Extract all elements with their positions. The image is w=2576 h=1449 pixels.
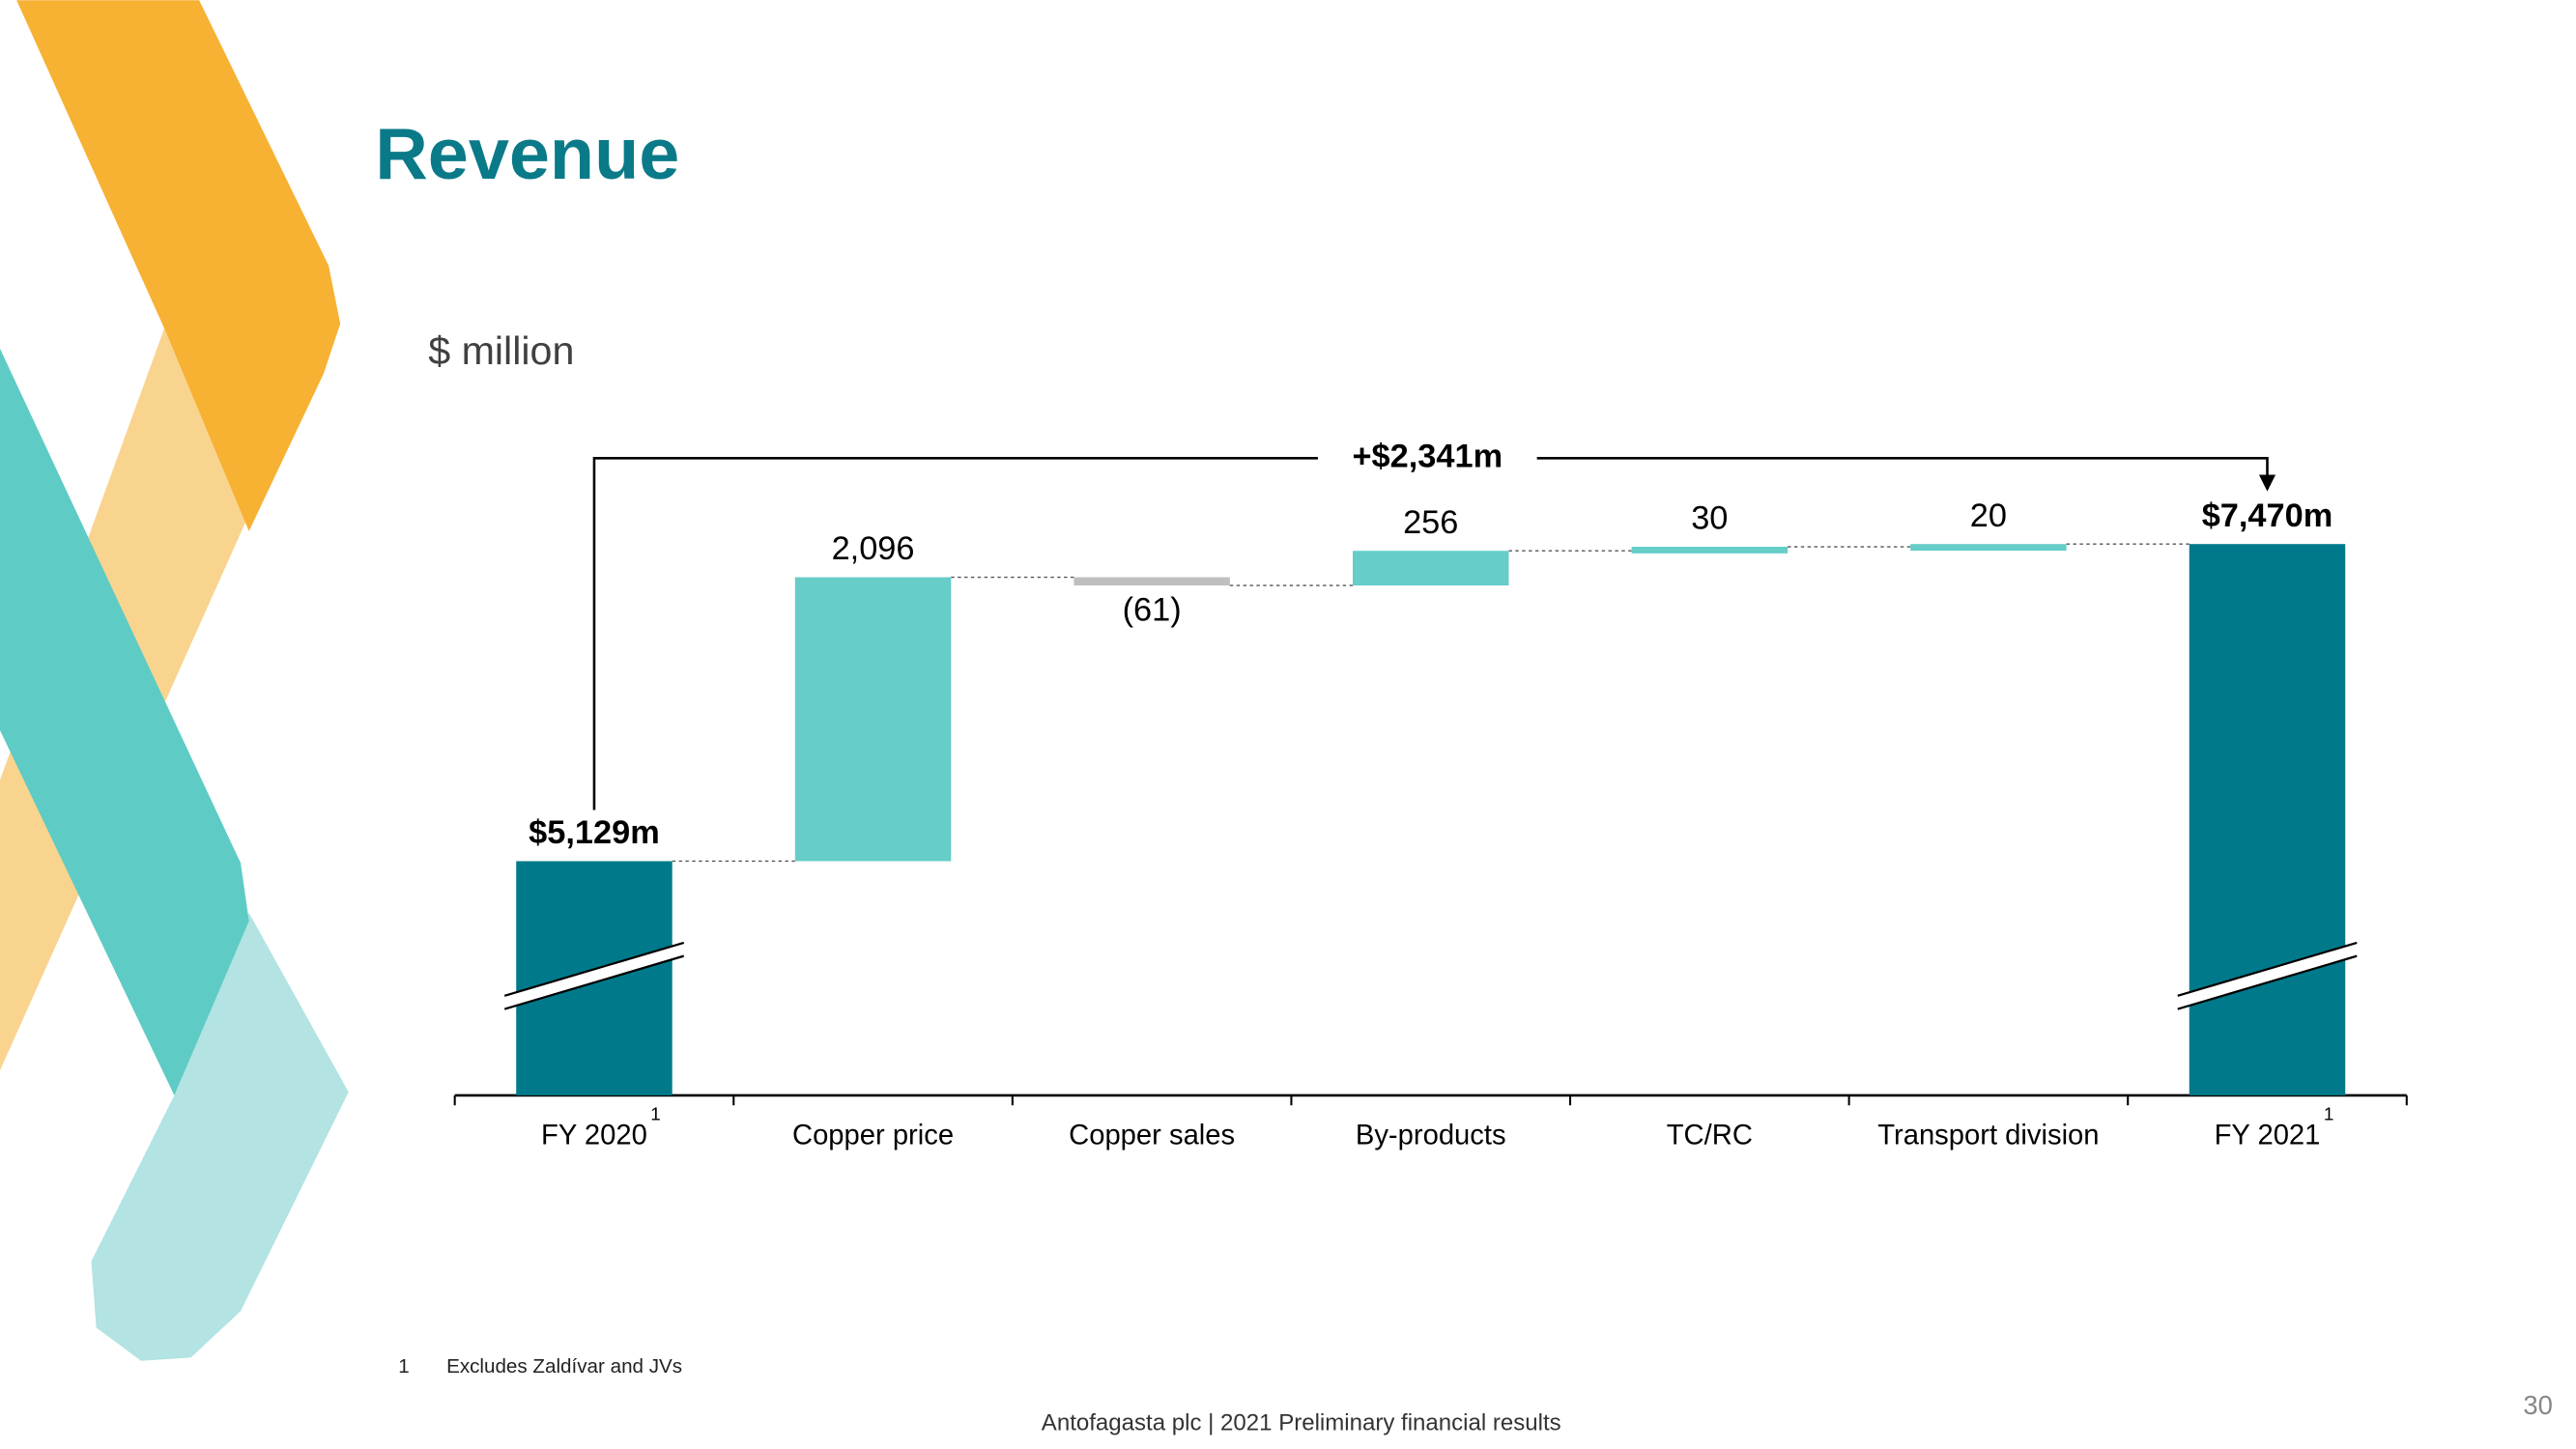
axis-break-line [503, 954, 685, 1010]
axis-break [2177, 942, 2358, 1009]
axis-break-line [2177, 954, 2358, 1010]
decoration [0, 0, 349, 1361]
value-label: 2,096 [832, 530, 915, 567]
value-label: $5,129m [529, 814, 660, 851]
x-tick-label: TC/RC [1667, 1121, 1753, 1151]
bar [1910, 544, 2067, 552]
axis-break-line [2177, 941, 2358, 997]
x-tick-label: FY 2021 [2215, 1121, 2321, 1151]
bar [2189, 544, 2346, 1095]
x-tick-label: Transport division [1877, 1121, 2099, 1151]
bar [1631, 547, 1789, 554]
subtitle: $ million [428, 328, 574, 373]
bar [1073, 577, 1230, 586]
bar [1352, 551, 1509, 586]
footer: Antofagasta plc | 2021 Preliminary finan… [1042, 1409, 1561, 1435]
bracket [1536, 457, 2269, 478]
axis-break-line [503, 941, 685, 997]
bar [794, 577, 952, 862]
axis-break [504, 942, 684, 1009]
bracket-arrow [2258, 474, 2276, 492]
category-note: 1 [2324, 1105, 2334, 1125]
x-tick-label: Copper price [792, 1121, 954, 1151]
x-tick-label: Copper sales [1069, 1121, 1235, 1151]
value-label: $7,470m [2202, 497, 2333, 534]
value-label: 20 [1970, 497, 2007, 534]
category-note: 1 [650, 1105, 660, 1125]
annotation: +$2,341m [1352, 438, 1503, 474]
x-tick-label: By-products [1356, 1121, 1506, 1151]
footnote-marker: 1 [398, 1355, 409, 1378]
value-label: 30 [1691, 500, 1728, 537]
value-label: 256 [1403, 504, 1458, 541]
page-number: 30 [2523, 1390, 2553, 1420]
value-label: (61) [1123, 592, 1182, 629]
x-tick-label: FY 2020 [541, 1121, 647, 1151]
footnote-text: Excludes Zaldívar and JVs [446, 1355, 682, 1378]
bracket [592, 457, 1318, 810]
title: Revenue [375, 114, 679, 195]
